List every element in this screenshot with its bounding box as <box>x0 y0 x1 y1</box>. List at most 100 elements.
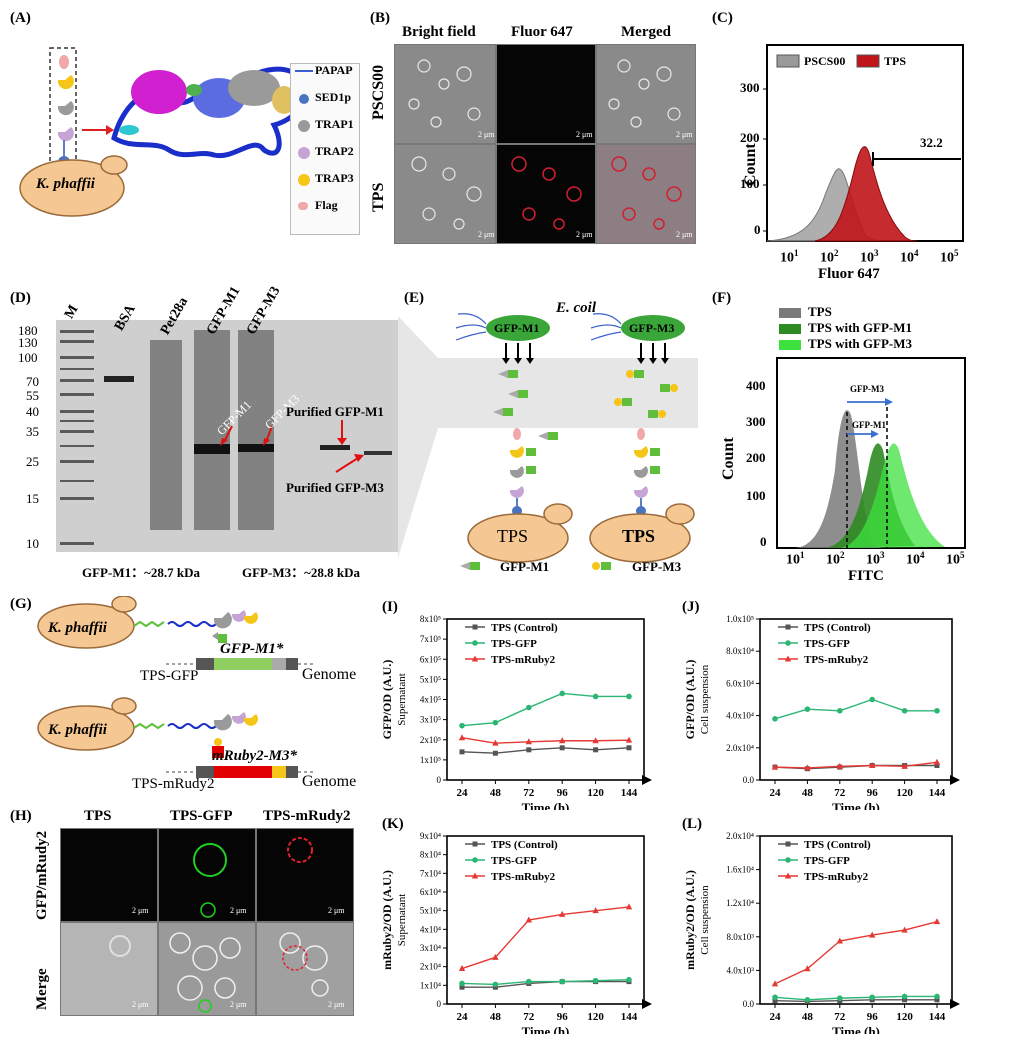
panel-label-b: (B) <box>370 10 390 26</box>
y-tick-label: 4.0x10³ <box>727 965 755 975</box>
y-axis-label-2: Cell suspension <box>699 664 711 734</box>
xtick-f: 101 <box>786 550 805 568</box>
y-tick-label: 4x10⁴ <box>420 924 441 934</box>
cell-label-g-1: K. phaffii <box>48 620 107 636</box>
micrograph-bf-pscs00 <box>394 44 496 144</box>
y-tick-label: 4x10⁵ <box>420 695 441 705</box>
x-tick-label: 48 <box>490 1011 502 1023</box>
data-point <box>772 998 778 1004</box>
micrograph-fl-pscs00 <box>496 44 596 144</box>
data-point <box>804 997 811 1003</box>
legend-label: TPS (Control) <box>491 839 558 851</box>
y-tick-label: 9x10⁴ <box>420 831 441 841</box>
panel-label: (L) <box>682 816 702 832</box>
data-point <box>592 907 599 914</box>
trap1-icon <box>298 120 310 132</box>
flag-icon <box>298 202 308 210</box>
panel-label: (I) <box>382 599 398 615</box>
scale-bar: 2 μm <box>132 1000 149 1009</box>
purified-m1-band <box>320 445 350 450</box>
y-tick-label: 3x10⁵ <box>420 715 441 725</box>
legend-label: TPS-GFP <box>491 855 537 867</box>
data-point <box>869 762 876 769</box>
data-point <box>492 953 499 960</box>
scale-bar: 2 μm <box>478 130 495 139</box>
sed1p-icon <box>299 94 309 104</box>
x-axis-label: Time (h) <box>522 800 570 810</box>
xtick-c: 103 <box>860 248 879 266</box>
data-point <box>771 763 779 770</box>
data-point <box>836 937 843 944</box>
xtick-c: 102 <box>820 248 839 266</box>
col-merged: Merged <box>621 24 671 40</box>
data-point <box>934 997 940 1003</box>
axis-arrow <box>950 999 960 1009</box>
data-point <box>625 903 633 910</box>
legend-marker <box>471 872 479 879</box>
y-tick-label: 5x10⁵ <box>420 674 441 684</box>
data-point <box>458 734 466 741</box>
row-pscs00: PSCS00 <box>370 64 387 120</box>
xtick-c: 101 <box>780 248 799 266</box>
x-tick-label: 48 <box>490 787 502 799</box>
yeast-cell <box>19 159 125 217</box>
xtick-f: 102 <box>826 550 845 568</box>
x-tick-label: 144 <box>929 787 946 799</box>
red-arrow <box>106 125 114 135</box>
col-fluor-647: Fluor 647 <box>511 24 573 40</box>
scale-bar: 2 μm <box>230 906 247 915</box>
micrograph-h-tps <box>60 828 158 922</box>
data-point <box>592 977 599 984</box>
papap-icon <box>295 70 313 72</box>
scale-bar: 2 μm <box>478 230 495 239</box>
y-tick-label: 2.0x10⁴ <box>726 743 754 753</box>
flag-shape <box>59 55 69 69</box>
data-point <box>772 994 778 1001</box>
data-point <box>593 747 599 753</box>
xtick-f: 103 <box>866 550 885 568</box>
col-tps: TPS <box>84 808 112 824</box>
scale-bar: 2 μm <box>576 130 593 139</box>
y-tick-label: 1.2x10⁴ <box>726 898 754 908</box>
xlabel-f: FITC <box>848 568 884 584</box>
legend-marker <box>785 841 791 847</box>
panel-label-e: (E) <box>404 290 424 306</box>
x-tick-label: 144 <box>621 787 638 799</box>
legend-f-m1: TPS with GFP-M1 <box>808 320 912 335</box>
legend-a: PAPAP SED1p TRAP1 TRAP2 TRAP3 Flag <box>290 63 360 235</box>
purified-m3-band <box>364 451 392 455</box>
legend-label: TPS-GFP <box>491 638 537 650</box>
e-coil-title: E. coil <box>556 300 596 316</box>
row-gfp-mrudy2: GFP/mRudy2 <box>34 830 50 920</box>
y-axis-label: GFP/OD (A.U.) <box>683 660 697 740</box>
data-point <box>492 739 499 746</box>
gel-bands <box>60 330 392 545</box>
legend-label: TPS-mRuby2 <box>491 871 556 883</box>
series-line <box>774 761 938 769</box>
y-tick-label: 7x10⁴ <box>420 868 441 878</box>
trap3-icon <box>298 174 310 186</box>
gene-label-1: GFP-M1* <box>220 641 284 657</box>
x-axis-label: Time (h) <box>832 1024 880 1034</box>
tps-cell-2 <box>589 513 691 563</box>
y-axis-label: mRuby2/OD (A.U.) <box>683 870 697 970</box>
scale-bar: 2 μm <box>328 906 345 915</box>
xlabel-c: Fluor 647 <box>818 266 880 282</box>
legend-label: TPS-GFP <box>804 855 850 867</box>
data-point <box>526 978 532 985</box>
data-point <box>804 965 811 972</box>
gene-label-2: mRuby2-M3* <box>212 748 298 764</box>
series-line <box>461 747 630 754</box>
scale-bar: 2 μm <box>676 130 693 139</box>
y-tick-label: 2x10⁵ <box>420 735 441 745</box>
panel-g-diagram <box>37 596 316 778</box>
cell-overlays-h <box>109 837 329 1013</box>
y-axis-label: GFP/OD (A.U.) <box>380 660 394 740</box>
legend-label: TPS-mRuby2 <box>804 654 869 666</box>
strain-label-1: TPS-GFP <box>140 668 199 684</box>
scale-bar: 2 μm <box>676 230 693 239</box>
x-tick-label: 120 <box>587 787 604 799</box>
data-point <box>592 693 599 700</box>
histogram-c <box>763 44 964 242</box>
trap1-shape <box>57 101 74 116</box>
